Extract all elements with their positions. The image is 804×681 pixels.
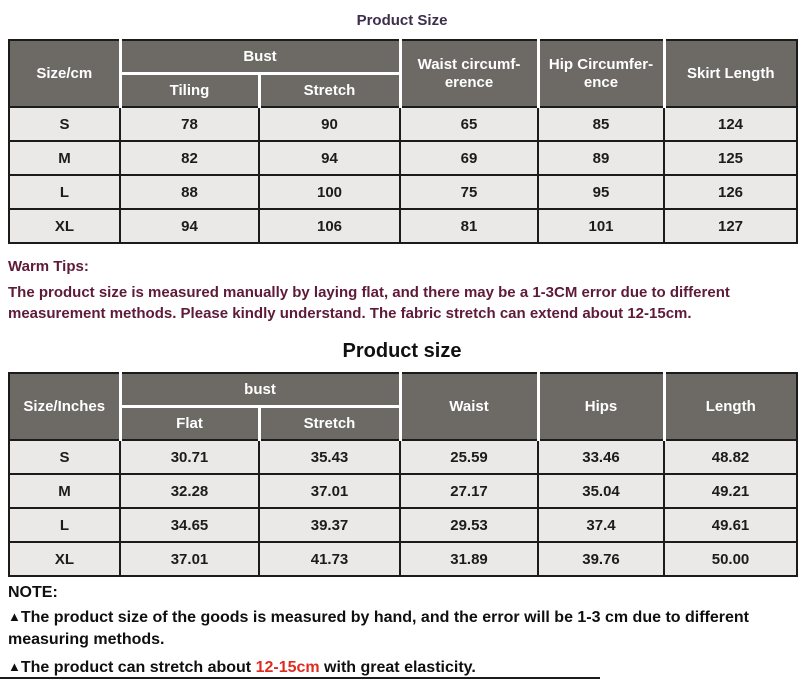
cell-size: XL [8, 208, 121, 244]
header-waist: Waist [398, 372, 540, 441]
header-hips: Hips [536, 372, 666, 441]
cell-stretch: 37.01 [257, 473, 402, 509]
size-table-inches-header: Size/Inches bust Waist Hips Length Flat … [8, 372, 799, 441]
header-size-cm: Size/cm [8, 39, 122, 108]
cell-hip: 89 [537, 140, 665, 176]
cell-length: 49.21 [663, 473, 799, 509]
size-table-cm: Size/cm Bust Waist circumf- erence Hip C… [8, 39, 798, 244]
warm-tips-heading: Warm Tips: [8, 258, 89, 275]
cell-hip: 95 [537, 174, 665, 210]
bottom-divider [0, 677, 600, 679]
cell-hip: 85 [537, 106, 665, 142]
cell-tiling: 82 [119, 140, 260, 176]
cell-length: 127 [663, 208, 798, 244]
cell-hips: 37.4 [537, 507, 666, 543]
cell-length: 48.82 [663, 439, 799, 475]
cell-size: S [8, 439, 121, 475]
header-stretch: Stretch [257, 405, 402, 441]
table-row: XL 37.01 41.73 31.89 39.76 50.00 [8, 541, 799, 577]
cell-size: L [8, 174, 121, 210]
cell-size: L [8, 507, 121, 543]
cell-size: M [8, 140, 121, 176]
header-stretch: Stretch [257, 72, 402, 108]
header-flat: Flat [118, 405, 261, 441]
size-table-cm-header: Size/cm Bust Waist circumf- erence Hip C… [8, 39, 798, 108]
size-table-inches: Size/Inches bust Waist Hips Length Flat … [8, 372, 799, 577]
cell-stretch: 94 [258, 140, 401, 176]
table-row: M 32.28 37.01 27.17 35.04 49.21 [8, 473, 799, 509]
cell-stretch: 90 [258, 106, 401, 142]
cell-stretch: 106 [258, 208, 401, 244]
cell-length: 126 [663, 174, 798, 210]
cell-hips: 39.76 [537, 541, 666, 577]
cell-size: S [8, 106, 121, 142]
cell-stretch: 35.43 [257, 439, 402, 475]
table-row: L 34.65 39.37 29.53 37.4 49.61 [8, 507, 799, 543]
warm-tips-body: The product size is measured manually by… [8, 284, 730, 322]
note-line-2: ▲The product can stretch about 12-15cm w… [8, 657, 796, 679]
header-size-inches: Size/Inches [8, 372, 122, 441]
cell-hips: 33.46 [537, 439, 666, 475]
cell-tiling: 78 [119, 106, 260, 142]
table-row: XL 94 106 81 101 127 [8, 208, 798, 244]
header-waist: Waist circumf- erence [398, 39, 540, 108]
cell-hips: 35.04 [537, 473, 666, 509]
cell-waist: 69 [399, 140, 539, 176]
cell-tiling: 94 [119, 208, 260, 244]
table-row: M 82 94 69 89 125 [8, 140, 798, 176]
cell-size: XL [8, 541, 121, 577]
cell-flat: 32.28 [119, 473, 260, 509]
cell-flat: 30.71 [119, 439, 260, 475]
note-line-1: ▲The product size of the goods is measur… [8, 607, 796, 652]
header-tiling: Tiling [118, 72, 261, 108]
cell-waist: 27.17 [399, 473, 540, 509]
note-line-1-text: The product size of the goods is measure… [8, 609, 749, 649]
cell-waist: 81 [399, 208, 539, 244]
title-product-size-cm: Product Size [356, 12, 448, 29]
header-bust-group: bust [118, 372, 402, 408]
cell-length: 125 [663, 140, 798, 176]
note-line-2-suffix: with great elasticity. [319, 658, 476, 676]
table-row: S 78 90 65 85 124 [8, 106, 798, 142]
cell-stretch: 39.37 [257, 507, 402, 543]
table-row: L 88 100 75 95 126 [8, 174, 798, 210]
cell-hip: 101 [537, 208, 665, 244]
cell-waist: 25.59 [399, 439, 540, 475]
cell-length: 49.61 [663, 507, 799, 543]
cell-stretch: 41.73 [257, 541, 402, 577]
cell-waist: 31.89 [399, 541, 540, 577]
table-row: S 30.71 35.43 25.59 33.46 48.82 [8, 439, 799, 475]
header-bust-group: Bust [118, 39, 402, 75]
note-heading: NOTE: [8, 584, 58, 601]
cell-length: 124 [663, 106, 798, 142]
cell-flat: 37.01 [119, 541, 260, 577]
cell-waist: 65 [399, 106, 539, 142]
header-hip: Hip Circumfer- ence [536, 39, 666, 108]
note-line-2-prefix: The product can stretch about [20, 658, 256, 676]
header-length: Length [662, 372, 799, 441]
cell-waist: 29.53 [399, 507, 540, 543]
cell-flat: 34.65 [119, 507, 260, 543]
note-highlight-red: 12-15cm [255, 658, 320, 676]
triangle-bullet-icon: ▲ [8, 609, 21, 624]
cell-length: 50.00 [663, 541, 799, 577]
cell-waist: 75 [399, 174, 539, 210]
header-skirt-length: Skirt Length [662, 39, 798, 108]
title-product-size-inches: Product size [342, 340, 462, 362]
cell-stretch: 100 [258, 174, 401, 210]
cell-size: M [8, 473, 121, 509]
triangle-bullet-icon: ▲ [8, 658, 21, 674]
cell-tiling: 88 [119, 174, 260, 210]
